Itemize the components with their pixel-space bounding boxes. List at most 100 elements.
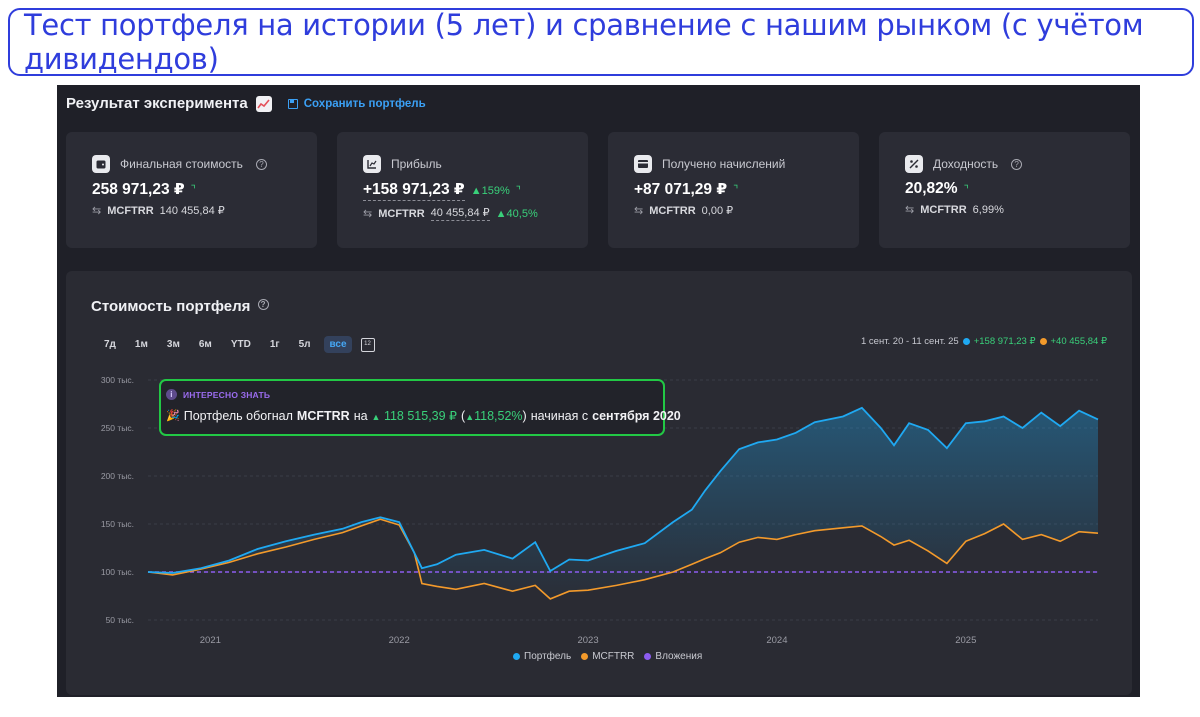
save-portfolio-button[interactable]: Сохранить портфель xyxy=(287,97,426,110)
arrow-up-right-icon: ⌝ xyxy=(515,185,521,197)
card-label: Прибыль xyxy=(391,157,442,171)
profit-delta: ▲159% xyxy=(470,184,510,197)
date-range: 1 сент. 20 - 11 сент. 25 xyxy=(861,336,959,347)
save-portfolio-label: Сохранить портфель xyxy=(303,97,426,110)
benchmark-name: MCFTRR xyxy=(920,203,967,216)
period-ytd[interactable]: YTD xyxy=(230,339,251,350)
insight-text-1: Портфель обогнал xyxy=(183,408,293,423)
arrow-up-right-icon: ⌝ xyxy=(190,184,196,196)
index-dot xyxy=(1039,338,1047,345)
legend-index[interactable]: MCFTRR xyxy=(581,651,634,662)
x-tick-label: 2021 xyxy=(200,635,221,646)
y-tick-label: 100 тыс. xyxy=(101,567,134,577)
y-tick-label: 300 тыс. xyxy=(101,375,134,385)
legend-investment-dot xyxy=(644,653,652,660)
legend-index-dot xyxy=(581,653,589,660)
profit-value: +158 971,23 ₽ xyxy=(363,180,465,201)
info-icon: i xyxy=(166,389,177,400)
insight-callout: i ИНТЕРЕСНО ЗНАТЬ 🎉 Портфель обогнал MCF… xyxy=(159,379,681,436)
x-tick-label: 2023 xyxy=(577,635,598,646)
range-summary: 1 сент. 20 - 11 сент. 25 +158 971,23 ₽ +… xyxy=(861,336,1107,347)
x-tick-label: 2024 xyxy=(766,635,787,646)
insight-heading: ИНТЕРЕСНО ЗНАТЬ xyxy=(183,389,271,400)
chart-legend: Портфель MCFTRR Вложения xyxy=(513,651,702,662)
y-tick-label: 250 тыс. xyxy=(101,423,134,433)
portfolio-value-panel: Стоимость портфеля ? 7д 1м 3м 6м YTD 1г … xyxy=(66,271,1132,695)
benchmark-value: 6,99% xyxy=(972,203,1004,216)
accruals-card: Получено начислений +87 071,29 ₽ ⌝ ⇆ MCF… xyxy=(608,132,859,248)
benchmark-delta: ▲40,5% xyxy=(495,207,538,220)
yield-value: 20,82% xyxy=(905,180,958,197)
period-1m[interactable]: 1м xyxy=(134,339,148,350)
swap-icon: ⇆ xyxy=(634,205,644,217)
period-all[interactable]: все xyxy=(324,336,352,353)
period-5y[interactable]: 5л xyxy=(298,339,311,350)
arrow-up-right-icon: ⌝ xyxy=(733,184,739,196)
help-icon[interactable]: ? xyxy=(257,299,269,310)
insight-text-2: на xyxy=(353,408,368,423)
period-1y[interactable]: 1г xyxy=(269,339,280,350)
portfolio-area xyxy=(148,407,1098,599)
portfolio-chart[interactable]: 300 тыс. 250 тыс. 200 тыс. 150 тыс. 100 тыс.… xyxy=(66,271,1132,695)
swap-icon: ⇆ xyxy=(363,208,373,220)
portfolio-dot xyxy=(962,338,970,345)
card-label: Получено начислений xyxy=(662,157,786,171)
help-icon[interactable]: ? xyxy=(1011,158,1023,170)
chart-emoji-icon xyxy=(255,95,272,112)
benchmark-value: 40 455,84 ₽ xyxy=(430,207,490,221)
party-popper-icon: 🎉 xyxy=(166,410,180,422)
help-icon[interactable]: ? xyxy=(255,158,267,170)
period-7d[interactable]: 7д xyxy=(104,339,116,350)
calendar-icon[interactable]: 12 xyxy=(360,337,375,352)
benchmark-name: MCFTRR xyxy=(107,204,154,217)
swap-icon: ⇆ xyxy=(905,204,915,216)
save-icon xyxy=(287,98,298,109)
final-value-card: Финальная стоимость ? 258 971,23 ₽ ⌝ ⇆ M… xyxy=(66,132,317,248)
caption-banner: Тест портфеля на истории (5 лет) и сравн… xyxy=(8,8,1194,76)
portfolio-line xyxy=(147,406,1099,574)
profit-card: Прибыль +158 971,23 ₽ ▲159% ⌝ ⇆ MCFTRR 4… xyxy=(337,132,588,248)
benchmark-value: 0,00 ₽ xyxy=(701,205,734,217)
insight-since: сентября 2020 xyxy=(592,408,681,423)
swap-icon: ⇆ xyxy=(92,205,102,217)
x-tick-label: 2025 xyxy=(955,635,976,646)
portfolio-gain: +158 971,23 ₽ xyxy=(973,336,1036,347)
y-tick-label: 150 тыс. xyxy=(101,519,134,529)
index-gain: +40 455,84 ₽ xyxy=(1050,336,1108,347)
y-tick-label: 50 тыс. xyxy=(106,615,134,625)
percent-icon xyxy=(905,155,923,173)
insight-percent: ▲118,52% xyxy=(465,408,523,423)
arrow-up-right-icon: ⌝ xyxy=(963,183,969,196)
legend-portfolio[interactable]: Портфель xyxy=(513,651,571,662)
accruals-value: +87 071,29 ₽ xyxy=(634,181,728,198)
panel-title: Стоимость портфеля ? xyxy=(91,298,269,315)
experiment-result-panel: Результат эксперимента Сохранить портфел… xyxy=(57,85,1140,697)
credit-card-icon xyxy=(634,155,652,173)
benchmark-name: MCFTRR xyxy=(649,204,696,217)
index-line xyxy=(147,518,1099,600)
y-tick-label: 200 тыс. xyxy=(101,471,134,481)
result-header: Результат эксперимента Сохранить портфел… xyxy=(66,95,426,112)
insight-index-name: MCFTRR xyxy=(296,408,350,423)
yield-card: Доходность ? 20,82% ⌝ ⇆ MCFTRR 6,99% xyxy=(879,132,1130,248)
period-selector: 7д 1м 3м 6м YTD 1г 5л все 12 xyxy=(99,336,375,353)
legend-investment[interactable]: Вложения xyxy=(644,651,702,662)
final-value: 258 971,23 ₽ xyxy=(92,181,185,198)
trend-icon xyxy=(363,155,381,173)
insight-text-3: начиная с xyxy=(530,408,589,423)
summary-cards: Финальная стоимость ? 258 971,23 ₽ ⌝ ⇆ M… xyxy=(66,132,1130,248)
insight-paren-close: ) xyxy=(522,408,527,423)
wallet-icon xyxy=(92,155,110,173)
card-label: Доходность xyxy=(933,157,999,171)
page-title: Результат эксперимента xyxy=(66,95,248,112)
benchmark-value: 140 455,84 ₽ xyxy=(159,205,225,217)
x-tick-label: 2022 xyxy=(389,635,410,646)
card-label: Финальная стоимость xyxy=(120,157,243,171)
legend-portfolio-dot xyxy=(513,653,520,660)
insight-amount: ▲ 118 515,39 ₽ xyxy=(371,409,458,423)
period-6m[interactable]: 6м xyxy=(198,339,212,350)
insight-paren-open: ( xyxy=(461,408,466,423)
period-3m[interactable]: 3м xyxy=(166,339,180,350)
caption-text: Тест портфеля на истории (5 лет) и сравн… xyxy=(24,8,1144,76)
benchmark-name: MCFTRR xyxy=(378,207,425,220)
